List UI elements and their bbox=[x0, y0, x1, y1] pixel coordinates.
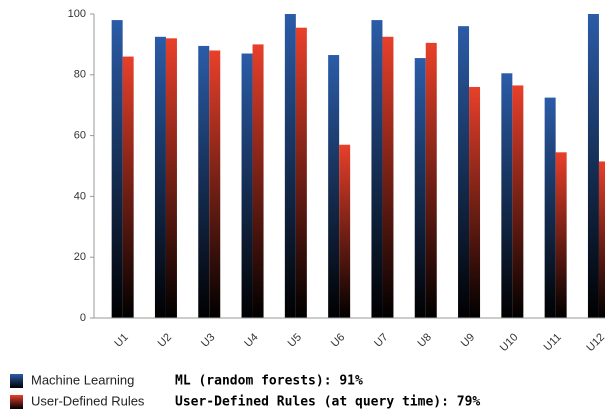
bar bbox=[425, 42, 437, 318]
x-tick-label: U1 bbox=[112, 331, 130, 349]
x-tick-label: U6 bbox=[329, 331, 347, 349]
bar bbox=[198, 45, 210, 319]
bar bbox=[414, 58, 426, 319]
bar bbox=[252, 44, 264, 319]
annotation: ML (random forests): 91% bbox=[175, 374, 363, 389]
legend-label: Machine Learning bbox=[31, 372, 134, 387]
x-tick-label: U9 bbox=[459, 331, 477, 349]
y-tick-label: 40 bbox=[74, 190, 86, 202]
bar bbox=[512, 85, 524, 318]
bar bbox=[209, 50, 221, 318]
bar bbox=[598, 161, 605, 318]
bar bbox=[284, 14, 296, 318]
x-tick-label: U8 bbox=[415, 331, 433, 349]
y-tick-label: 0 bbox=[80, 312, 86, 324]
y-tick-label: 80 bbox=[74, 69, 86, 81]
bar bbox=[122, 56, 134, 319]
y-tick-label: 60 bbox=[74, 130, 86, 142]
x-tick-label: U4 bbox=[242, 331, 260, 349]
x-tick-label: U12 bbox=[584, 331, 605, 354]
bar bbox=[111, 20, 123, 319]
x-tick-label: U10 bbox=[498, 331, 521, 354]
x-tick-label: U7 bbox=[372, 331, 390, 349]
bar bbox=[587, 14, 599, 318]
bar bbox=[544, 97, 556, 318]
legend-swatch bbox=[10, 395, 23, 409]
bar bbox=[154, 36, 166, 319]
legend-label: User-Defined Rules bbox=[31, 393, 145, 408]
bar bbox=[501, 73, 513, 318]
bar bbox=[469, 86, 481, 319]
annotation: User-Defined Rules (at query time): 79% bbox=[175, 395, 480, 410]
bar bbox=[241, 53, 253, 319]
legend-swatch bbox=[10, 374, 23, 388]
bar bbox=[382, 36, 394, 319]
bar bbox=[295, 27, 307, 319]
x-tick-label: U5 bbox=[286, 331, 304, 349]
bar bbox=[328, 55, 340, 318]
x-tick-label: U3 bbox=[199, 331, 217, 349]
y-tick-label: 100 bbox=[68, 8, 86, 20]
bar bbox=[165, 38, 177, 318]
bar bbox=[555, 152, 567, 318]
y-tick-label: 20 bbox=[74, 251, 86, 263]
bar bbox=[371, 20, 383, 319]
x-tick-label: U2 bbox=[156, 331, 174, 349]
bar bbox=[339, 144, 351, 318]
bar bbox=[458, 26, 470, 318]
x-tick-label: U11 bbox=[542, 331, 564, 353]
